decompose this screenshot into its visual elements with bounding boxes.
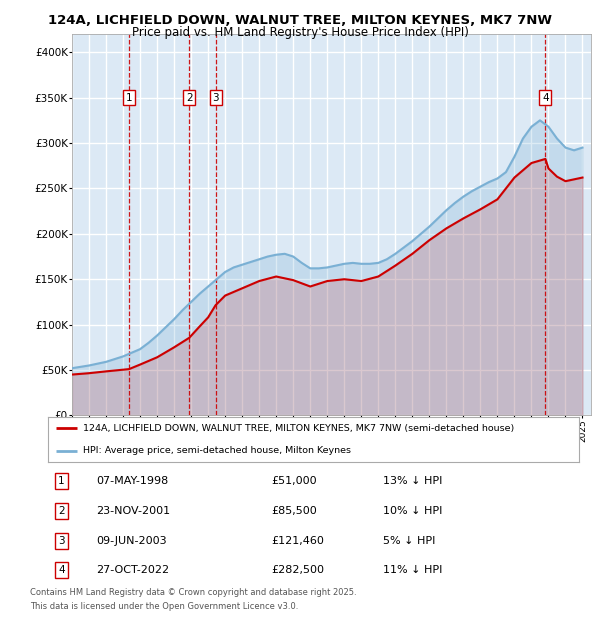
Text: 3: 3	[58, 536, 65, 546]
Text: £121,460: £121,460	[271, 536, 324, 546]
Text: 4: 4	[542, 92, 549, 103]
Text: 4: 4	[58, 565, 65, 575]
Text: This data is licensed under the Open Government Licence v3.0.: This data is licensed under the Open Gov…	[30, 602, 298, 611]
Text: 27-OCT-2022: 27-OCT-2022	[96, 565, 169, 575]
Text: Contains HM Land Registry data © Crown copyright and database right 2025.: Contains HM Land Registry data © Crown c…	[30, 588, 356, 598]
Text: 10% ↓ HPI: 10% ↓ HPI	[383, 506, 442, 516]
Text: 124A, LICHFIELD DOWN, WALNUT TREE, MILTON KEYNES, MK7 7NW (semi-detached house): 124A, LICHFIELD DOWN, WALNUT TREE, MILTO…	[83, 424, 514, 433]
Text: HPI: Average price, semi-detached house, Milton Keynes: HPI: Average price, semi-detached house,…	[83, 446, 350, 455]
Text: 1: 1	[125, 92, 133, 103]
Text: 124A, LICHFIELD DOWN, WALNUT TREE, MILTON KEYNES, MK7 7NW: 124A, LICHFIELD DOWN, WALNUT TREE, MILTO…	[48, 14, 552, 27]
Text: 07-MAY-1998: 07-MAY-1998	[96, 476, 168, 486]
Text: 09-JUN-2003: 09-JUN-2003	[96, 536, 166, 546]
Text: 5% ↓ HPI: 5% ↓ HPI	[383, 536, 435, 546]
Text: 2: 2	[58, 506, 65, 516]
Text: 11% ↓ HPI: 11% ↓ HPI	[383, 565, 442, 575]
Text: 3: 3	[212, 92, 219, 103]
Text: 13% ↓ HPI: 13% ↓ HPI	[383, 476, 442, 486]
Text: 23-NOV-2001: 23-NOV-2001	[96, 506, 170, 516]
Text: Price paid vs. HM Land Registry's House Price Index (HPI): Price paid vs. HM Land Registry's House …	[131, 26, 469, 39]
Text: £85,500: £85,500	[271, 506, 317, 516]
Text: 2: 2	[186, 92, 193, 103]
Text: £282,500: £282,500	[271, 565, 324, 575]
Text: £51,000: £51,000	[271, 476, 317, 486]
Text: 1: 1	[58, 476, 65, 486]
